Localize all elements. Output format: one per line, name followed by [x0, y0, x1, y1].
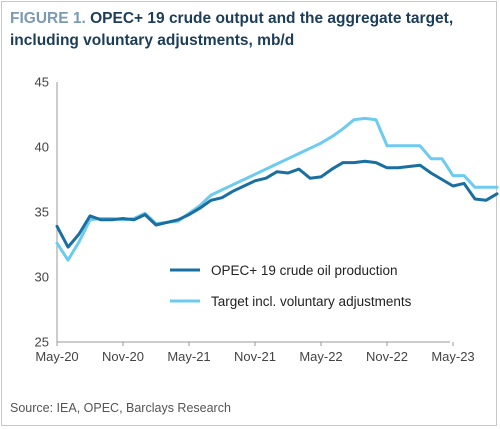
y-tick-label: 30: [35, 270, 49, 285]
x-tick-label: May-23: [431, 349, 474, 364]
x-tick-label: May-22: [299, 349, 342, 364]
production-series-line: [55, 159, 499, 249]
chart-title-text: OPEC+ 19 crude output and the aggregate …: [10, 10, 454, 49]
y-tick-label: 40: [35, 140, 49, 155]
figure-label: FIGURE 1.: [10, 10, 86, 27]
x-tick-label: May-20: [35, 349, 78, 364]
y-tick-label: 35: [35, 205, 49, 220]
target-series-line: [55, 116, 499, 262]
legend-target-label: Target incl. voluntary adjustments: [211, 294, 412, 309]
y-tick-label: 45: [35, 75, 49, 90]
y-tick-label: 25: [35, 335, 49, 350]
legend-production-label: OPEC+ 19 crude oil production: [211, 263, 397, 278]
chart-title: FIGURE 1. OPEC+ 19 crude output and the …: [10, 8, 490, 52]
x-tick-label: May-21: [167, 349, 210, 364]
source-note: Source: IEA, OPEC, Barclays Research: [10, 401, 231, 415]
x-tick-label: Nov-21: [234, 349, 276, 364]
x-tick-label: Nov-22: [366, 349, 408, 364]
x-tick-label: Nov-20: [102, 349, 144, 364]
